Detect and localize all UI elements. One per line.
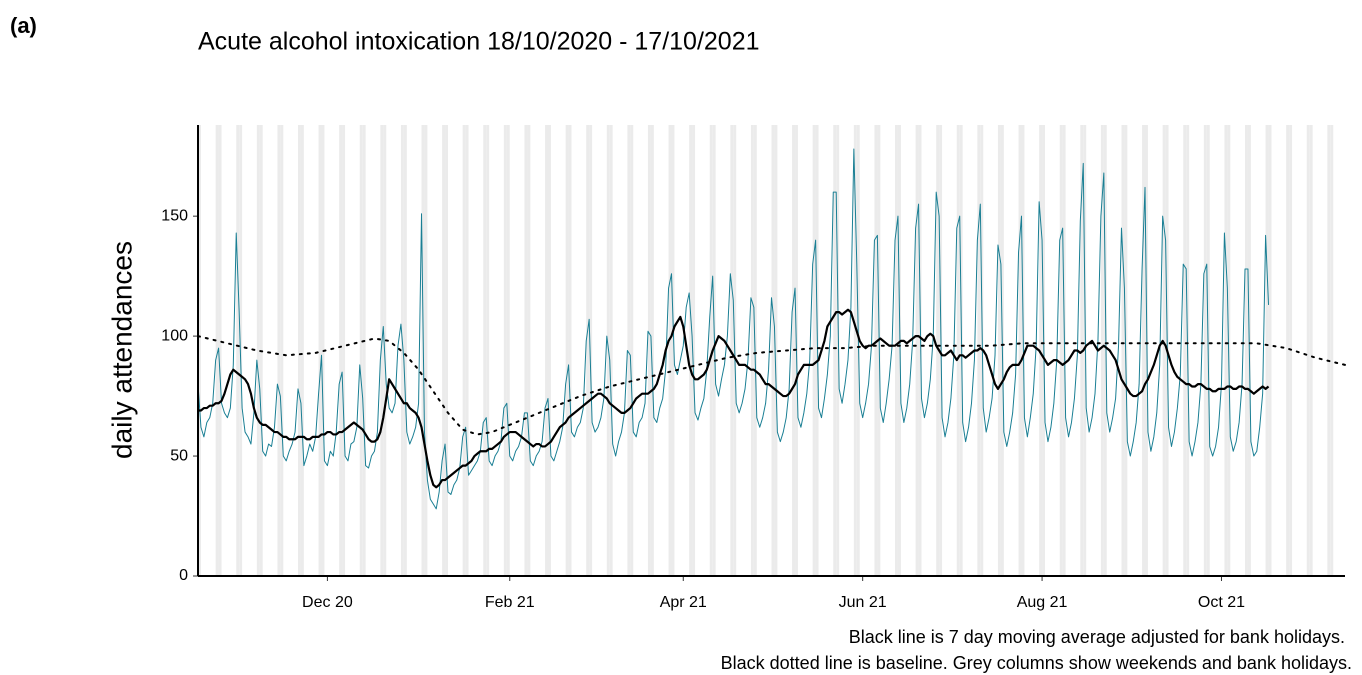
weekend-column (300, 125, 304, 576)
weekend-column (812, 125, 816, 576)
weekend-column (218, 125, 222, 576)
weekend-column (895, 125, 898, 576)
weekend-column (956, 125, 960, 576)
note: Black dotted line is baseline. Grey colu… (721, 653, 1352, 673)
weekend-column (1268, 125, 1272, 576)
weekend-column (445, 125, 448, 576)
weekend-column (709, 125, 713, 576)
note: Black line is 7 day moving average adjus… (849, 627, 1345, 647)
weekend-column (462, 125, 466, 576)
x-tick-label: Dec 20 (302, 594, 353, 611)
weekend-column (692, 125, 696, 576)
weekend-column (997, 125, 1001, 576)
panel-label: (a) (10, 13, 37, 38)
weekend-column (1306, 125, 1310, 576)
weekend-column (403, 125, 407, 576)
weekend-column (1265, 125, 1269, 576)
weekend-column (1162, 125, 1166, 576)
weekend-column (627, 125, 631, 576)
chart-title: Acute alcohol intoxication 18/10/2020 - … (198, 28, 760, 56)
weekend-column (1142, 125, 1146, 576)
weekend-column (527, 125, 531, 576)
x-tick-label: Aug 21 (1017, 594, 1068, 611)
weekend-column (486, 125, 490, 576)
weekend-column (609, 125, 613, 576)
weekend-column (874, 125, 878, 576)
weekend-column (339, 125, 343, 576)
weekend-column (297, 125, 301, 576)
weekend-column (689, 125, 693, 576)
y-tick-label: 0 (179, 567, 188, 584)
weekend-column (1103, 125, 1107, 576)
weekend-column (1018, 125, 1022, 576)
y-tick-label: 100 (161, 327, 188, 344)
x-tick-label: Apr 21 (660, 594, 707, 611)
weekend-column (236, 125, 240, 576)
weekend-column (318, 125, 322, 576)
weekend-column (915, 125, 919, 576)
weekend-column (750, 125, 754, 576)
weekend-column (1330, 125, 1334, 576)
weekend-column (362, 125, 366, 576)
weekend-column (215, 125, 219, 576)
series-line (197, 148, 1270, 510)
weekend-column (647, 125, 651, 576)
weekend-column (277, 125, 281, 576)
weekend-column (1286, 125, 1290, 576)
weekend-column (586, 125, 590, 576)
weekend-column (524, 125, 528, 576)
weekend-column (198, 125, 201, 576)
weekend-column (771, 125, 775, 576)
weekend-column (256, 125, 260, 576)
weekend-column (836, 125, 840, 576)
weekend-column (1039, 125, 1043, 576)
weekend-column (506, 125, 510, 576)
weekend-column (671, 125, 675, 576)
weekend-column (342, 125, 346, 576)
weekend-column (897, 125, 901, 576)
weekend-column (1100, 125, 1104, 576)
weekend-column (545, 125, 548, 576)
weekend-column (1327, 125, 1331, 576)
weekend-column (359, 125, 363, 576)
weekend-column (853, 125, 857, 576)
y-axis-label: daily attendances (106, 241, 137, 459)
weekend-column (547, 125, 551, 576)
weekend-column (630, 125, 634, 576)
weekend-column (483, 125, 487, 576)
weekend-column (589, 125, 593, 576)
weekend-column (833, 125, 837, 576)
weekend-column (1203, 125, 1207, 576)
weekend-column (668, 125, 672, 576)
y-tick-label: 150 (161, 207, 188, 224)
weekend-column (280, 125, 284, 576)
weekend-column (465, 125, 469, 576)
weekend-column (1059, 125, 1063, 576)
y-tick-label: 50 (170, 447, 188, 464)
x-tick-label: Oct 21 (1198, 594, 1245, 611)
weekend-column (918, 125, 922, 576)
weekend-column (1224, 125, 1228, 576)
weekend-column (424, 125, 428, 576)
weekend-column (380, 125, 384, 576)
weekend-column (1309, 125, 1313, 576)
weekend-column (712, 125, 716, 576)
x-tick-label: Feb 21 (485, 594, 535, 611)
weekend-column (774, 125, 778, 576)
weekend-column (936, 125, 940, 576)
weekend-column (650, 125, 654, 576)
weekend-column (1121, 125, 1125, 576)
weekend-column (568, 125, 572, 576)
weekend-column (400, 125, 404, 576)
weekend-column (503, 125, 507, 576)
weekend-column (730, 125, 734, 576)
weekend-column (1083, 125, 1087, 576)
x-tick-label: Jun 21 (839, 594, 887, 611)
weekend-column (1183, 125, 1187, 576)
weekend-column (565, 125, 569, 576)
weekend-column (1245, 125, 1248, 576)
weekend-column (442, 125, 446, 576)
